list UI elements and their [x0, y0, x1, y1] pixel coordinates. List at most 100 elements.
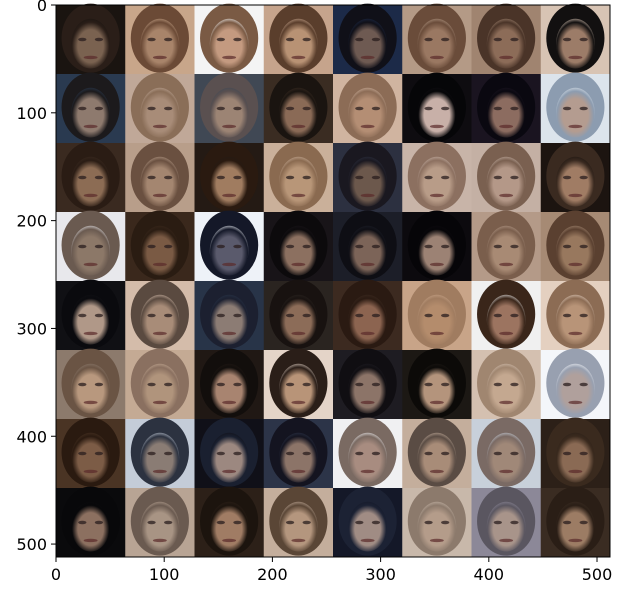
- right-eye: [441, 175, 450, 180]
- right-eye: [164, 175, 173, 180]
- face-tile-r6-c0: [56, 417, 126, 489]
- face-tile-r5-c5: [402, 348, 472, 420]
- face-tile-r0-c6: [471, 3, 542, 75]
- mouth: [568, 469, 583, 474]
- mouth: [429, 538, 444, 543]
- left-eye: [147, 313, 156, 318]
- left-eye: [562, 451, 572, 456]
- mouth: [568, 331, 583, 336]
- left-eye: [355, 520, 364, 525]
- right-eye: [441, 244, 450, 249]
- right-eye: [302, 382, 311, 387]
- face-shape: [278, 87, 318, 138]
- mouth: [499, 193, 514, 198]
- right-eye: [164, 382, 173, 387]
- face-shape: [417, 294, 457, 345]
- face-shape: [348, 501, 388, 552]
- left-eye: [285, 175, 295, 180]
- mouth: [429, 400, 444, 405]
- face-shape: [555, 363, 595, 414]
- face-tile-r2-c7: [540, 141, 611, 213]
- right-eye: [579, 244, 588, 249]
- mouth: [83, 400, 98, 405]
- face-shape: [486, 87, 526, 138]
- face-shape: [348, 294, 388, 345]
- left-eye: [424, 106, 433, 111]
- face-tile-r0-c4: [333, 3, 403, 75]
- face-shape: [140, 18, 180, 69]
- face-tile-r4-c0: [56, 279, 126, 351]
- left-eye: [493, 106, 502, 111]
- right-eye: [94, 520, 104, 525]
- right-eye: [441, 520, 450, 525]
- left-eye: [78, 451, 87, 456]
- left-eye: [355, 382, 364, 387]
- right-eye: [233, 244, 242, 249]
- right-eye: [510, 313, 519, 318]
- mouth: [360, 538, 375, 543]
- mouth: [291, 262, 306, 267]
- face-shape: [140, 501, 180, 552]
- face-shape: [555, 225, 595, 276]
- face-tile-r7-c7: [540, 486, 611, 558]
- mouth: [152, 193, 167, 198]
- face-shape: [555, 501, 595, 552]
- right-eye: [233, 37, 242, 42]
- face-tile-r7-c0: [56, 486, 126, 558]
- right-eye: [510, 244, 519, 249]
- face-tile-r0-c1: [125, 3, 195, 75]
- face-shape: [140, 432, 180, 483]
- face-shape: [486, 225, 526, 276]
- right-eye: [94, 244, 104, 249]
- mouth: [568, 262, 583, 267]
- face-shape: [417, 87, 457, 138]
- mouth: [499, 331, 514, 336]
- left-eye: [493, 37, 502, 42]
- face-shape: [486, 18, 526, 69]
- x-tick-label: 0: [51, 565, 61, 584]
- right-eye: [579, 382, 588, 387]
- mouth: [222, 469, 237, 474]
- right-eye: [233, 520, 242, 525]
- mouth: [152, 469, 167, 474]
- left-eye: [493, 313, 502, 318]
- face-shape: [209, 156, 249, 207]
- left-eye: [562, 175, 572, 180]
- right-eye: [510, 451, 519, 456]
- right-eye: [510, 175, 519, 180]
- face-tile-r1-c2: [194, 72, 265, 144]
- left-eye: [147, 37, 156, 42]
- face-tile-r6-c6: [471, 417, 542, 489]
- left-eye: [216, 175, 225, 180]
- left-eye: [562, 244, 572, 249]
- left-eye: [285, 520, 295, 525]
- face-tile-r1-c1: [125, 72, 195, 144]
- mouth: [83, 538, 98, 543]
- face-shape: [71, 87, 111, 138]
- face-tile-r2-c4: [333, 141, 403, 213]
- right-eye: [510, 382, 519, 387]
- right-eye: [579, 520, 588, 525]
- face-tile-r3-c6: [471, 210, 542, 282]
- right-eye: [371, 175, 381, 180]
- face-tile-r3-c7: [540, 210, 611, 282]
- mouth: [152, 124, 167, 129]
- face-tile-r0-c0: [56, 3, 126, 75]
- right-eye: [441, 106, 450, 111]
- left-eye: [285, 451, 295, 456]
- face-shape: [348, 225, 388, 276]
- face-tile-r3-c4: [333, 210, 403, 282]
- mouth: [499, 400, 514, 405]
- left-eye: [424, 313, 433, 318]
- left-eye: [562, 313, 572, 318]
- left-eye: [493, 451, 502, 456]
- left-eye: [78, 520, 87, 525]
- left-eye: [216, 106, 225, 111]
- face-shape: [71, 432, 111, 483]
- face-tile-r7-c4: [333, 486, 403, 558]
- left-eye: [562, 382, 572, 387]
- mouth: [568, 55, 583, 60]
- mouth: [429, 124, 444, 129]
- right-eye: [510, 106, 519, 111]
